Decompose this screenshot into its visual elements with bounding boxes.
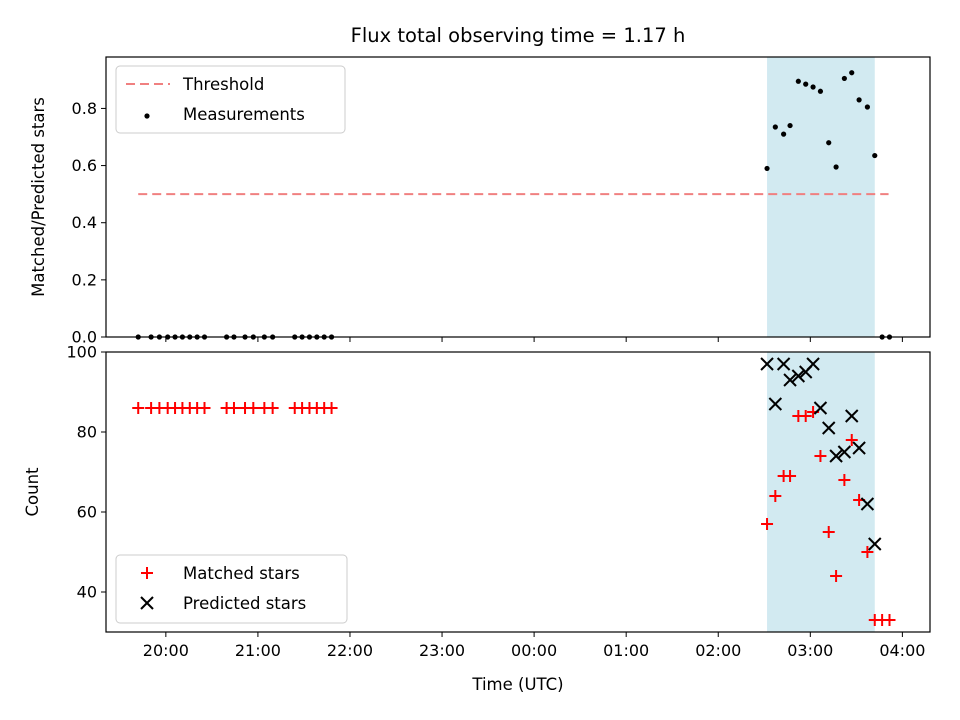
bottom-legend-box	[115, 554, 348, 624]
matched-star-point	[761, 518, 774, 530]
top-y-tick-label: 0.6	[72, 156, 97, 175]
measurement-point	[864, 104, 870, 110]
predicted-star-point	[845, 409, 859, 423]
legend-matched-swatch	[141, 567, 153, 579]
predicted-star-point	[822, 421, 836, 435]
x-tick-label: 01:00	[603, 641, 649, 660]
measurement-point	[795, 78, 801, 84]
predicted-star-point	[837, 445, 852, 459]
measurement-point	[772, 124, 778, 130]
top-y-ticks: 0.0 0.2 0.4 0.6 0.8	[72, 99, 106, 347]
x-tick-label: 02:00	[695, 641, 741, 660]
matched-star-point	[247, 402, 260, 414]
matched-star-point	[845, 434, 858, 446]
legend-measurements-swatch	[144, 113, 150, 119]
top-y-tick-label: 0.8	[72, 99, 97, 118]
top-shaded-span	[767, 57, 875, 337]
top-panel: 0.00.20.40.60.8 Matched/Predicted stars …	[29, 56, 931, 347]
measurement-point	[787, 122, 793, 129]
predicted-star-point	[806, 357, 820, 371]
predicted-star-point	[760, 357, 774, 371]
top-legend-box	[115, 65, 346, 134]
x-axis-label: Time (UTC)	[471, 675, 563, 694]
measurement-point	[810, 84, 816, 90]
top-plot-frame	[105, 56, 931, 338]
x-tick-label: 04:00	[879, 641, 925, 660]
predicted-star-point	[791, 369, 806, 383]
chart-title: Flux total observing time = 1.17 h	[351, 24, 686, 47]
matched-star-point	[822, 526, 835, 538]
bottom-y-tick-label: 80	[77, 423, 97, 442]
predicted-star-point	[776, 357, 791, 371]
measurement-point	[817, 88, 824, 94]
predicted-star-point	[852, 441, 866, 455]
matched-star-point	[784, 470, 797, 482]
legend-predicted-label: Predicted stars	[183, 594, 306, 613]
legend-predicted-swatch	[140, 596, 154, 610]
top-legend: Threshold Measurements	[115, 65, 346, 134]
x-tick-label: 03:00	[787, 641, 833, 660]
predicted-star-point	[783, 373, 797, 387]
bottom-y-tick-label: 60	[77, 503, 97, 522]
measurement-point	[826, 140, 832, 146]
bottom-legend: Matched stars Predicted stars	[115, 554, 348, 624]
measurement-point	[872, 152, 878, 159]
measurement-point	[849, 70, 855, 76]
matched-star-point	[883, 614, 896, 626]
matched-star-point	[799, 410, 812, 422]
measurement-point	[781, 131, 787, 137]
x-tick-label: 23:00	[419, 641, 465, 660]
matched-star-point	[861, 546, 874, 558]
x-tick-label: 20:00	[143, 641, 189, 660]
measurement-point	[856, 97, 862, 103]
matched-star-point	[830, 570, 843, 582]
measurement-point	[841, 75, 847, 82]
predicted-star-point	[868, 537, 882, 551]
measurement-point	[764, 165, 770, 172]
top-y-axis-label: Matched/Predicted stars	[29, 97, 48, 297]
matched-star-point	[198, 402, 211, 414]
matched-stars-points	[132, 402, 896, 626]
predicted-star-point	[860, 497, 875, 511]
legend-measurements-label: Measurements	[183, 105, 305, 124]
matched-star-point	[266, 402, 279, 414]
top-y-tick-label: 0.2	[72, 270, 97, 289]
matched-star-point	[838, 474, 851, 486]
predicted-star-point	[768, 397, 783, 411]
predicted-stars-points	[760, 357, 882, 551]
bottom-panel: 40 60 80 100 20:00 21:00 22:00 23:00 00:00 01:00…	[23, 343, 931, 694]
measurement-point	[833, 164, 839, 170]
predicted-star-point	[829, 449, 843, 463]
bottom-y-tick-label: 40	[77, 583, 97, 602]
x-tick-label: 22:00	[327, 641, 373, 660]
x-tick-label: 21:00	[235, 641, 281, 660]
bottom-x-ticks: 20:00 21:00 22:00 23:00 00:00 01:00 02:00 03:00…	[143, 632, 925, 660]
bottom-y-ticks: 40 60 80 100	[66, 343, 106, 602]
matched-star-point	[227, 402, 240, 414]
predicted-star-point	[813, 401, 828, 415]
bottom-y-axis-label: Count	[23, 467, 42, 517]
legend-matched-label: Matched stars	[183, 564, 300, 583]
top-y-tick-label: 0.0	[72, 328, 97, 347]
top-x-ticks	[165, 337, 903, 342]
matched-star-point	[769, 490, 782, 502]
bottom-y-tick-label: 100	[66, 343, 97, 362]
x-tick-label: 00:00	[511, 641, 557, 660]
matched-star-point	[325, 402, 338, 414]
bottom-shaded-span	[767, 352, 875, 632]
matched-star-point	[814, 450, 827, 462]
measurement-point	[803, 81, 809, 87]
top-y-tick-label: 0.4	[72, 213, 97, 232]
matched-star-point	[132, 402, 145, 414]
legend-threshold-label: Threshold	[182, 75, 264, 94]
bottom-plot-frame	[105, 351, 931, 633]
